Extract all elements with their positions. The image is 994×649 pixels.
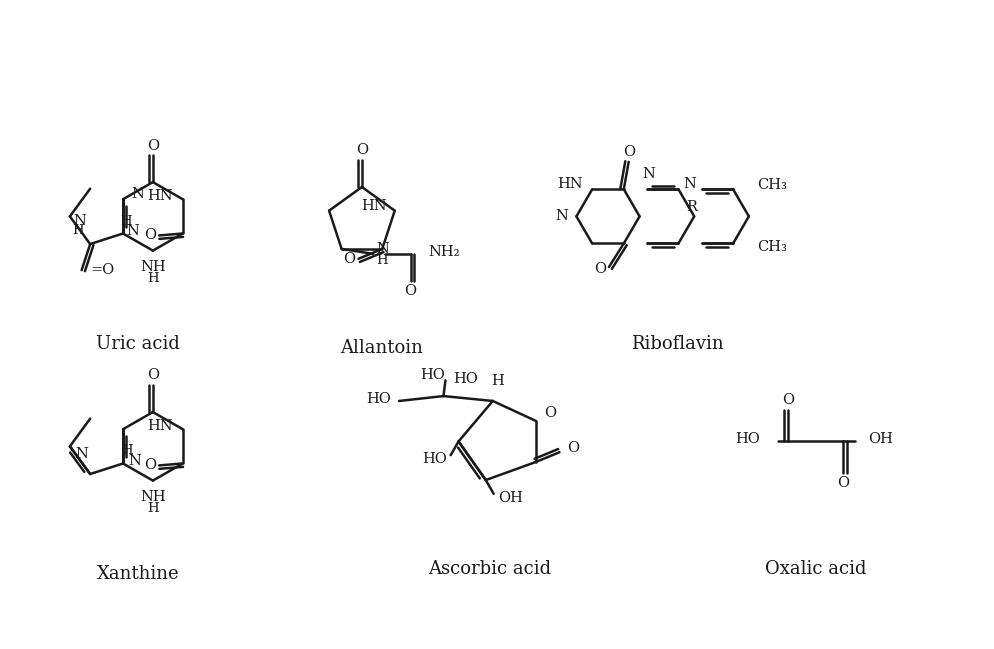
Text: N: N (131, 188, 144, 201)
Text: R: R (686, 200, 697, 214)
Text: O: O (344, 252, 356, 265)
Text: NH: NH (140, 260, 166, 275)
Text: H: H (376, 254, 388, 267)
Text: H: H (121, 444, 133, 458)
Text: H: H (147, 272, 159, 285)
Text: NH: NH (140, 491, 166, 504)
Text: O: O (144, 228, 156, 243)
Text: O: O (594, 262, 606, 276)
Text: O: O (568, 441, 580, 456)
Text: N: N (376, 242, 389, 256)
Text: N: N (126, 223, 139, 238)
Text: O: O (782, 393, 794, 408)
Text: HO: HO (421, 452, 446, 466)
Text: =O: =O (90, 263, 114, 277)
Text: HN: HN (361, 199, 387, 213)
Text: N: N (76, 447, 88, 461)
Text: O: O (147, 368, 159, 382)
Text: Ascorbic acid: Ascorbic acid (428, 559, 552, 578)
Text: NH₂: NH₂ (428, 245, 460, 259)
Text: O: O (837, 476, 849, 489)
Text: OH: OH (868, 432, 893, 445)
Text: HO: HO (453, 373, 478, 386)
Text: HO: HO (736, 432, 760, 445)
Text: O: O (405, 284, 416, 298)
Text: OH: OH (498, 491, 523, 505)
Text: O: O (622, 145, 635, 159)
Text: HO: HO (367, 392, 392, 406)
Text: O: O (147, 139, 159, 153)
Text: N: N (73, 214, 85, 228)
Text: H: H (147, 502, 159, 515)
Text: H: H (120, 215, 132, 228)
Text: H: H (72, 223, 83, 237)
Text: O: O (356, 143, 368, 157)
Text: Uric acid: Uric acid (96, 335, 180, 352)
Text: N: N (683, 177, 696, 191)
Text: Xanthine: Xanthine (96, 565, 179, 583)
Text: HN: HN (147, 190, 173, 203)
Text: HN: HN (147, 419, 173, 434)
Text: N: N (556, 210, 569, 223)
Text: HN: HN (557, 177, 582, 191)
Text: Allantoin: Allantoin (340, 339, 423, 358)
Text: N: N (642, 167, 655, 182)
Text: Riboflavin: Riboflavin (631, 335, 724, 352)
Text: HO: HO (420, 367, 445, 382)
Text: H: H (491, 374, 504, 388)
Text: Oxalic acid: Oxalic acid (764, 559, 866, 578)
Text: CH₃: CH₃ (756, 240, 786, 254)
Text: CH₃: CH₃ (756, 178, 786, 192)
Text: O: O (544, 406, 556, 420)
Text: N: N (128, 454, 141, 467)
Text: O: O (144, 458, 156, 472)
